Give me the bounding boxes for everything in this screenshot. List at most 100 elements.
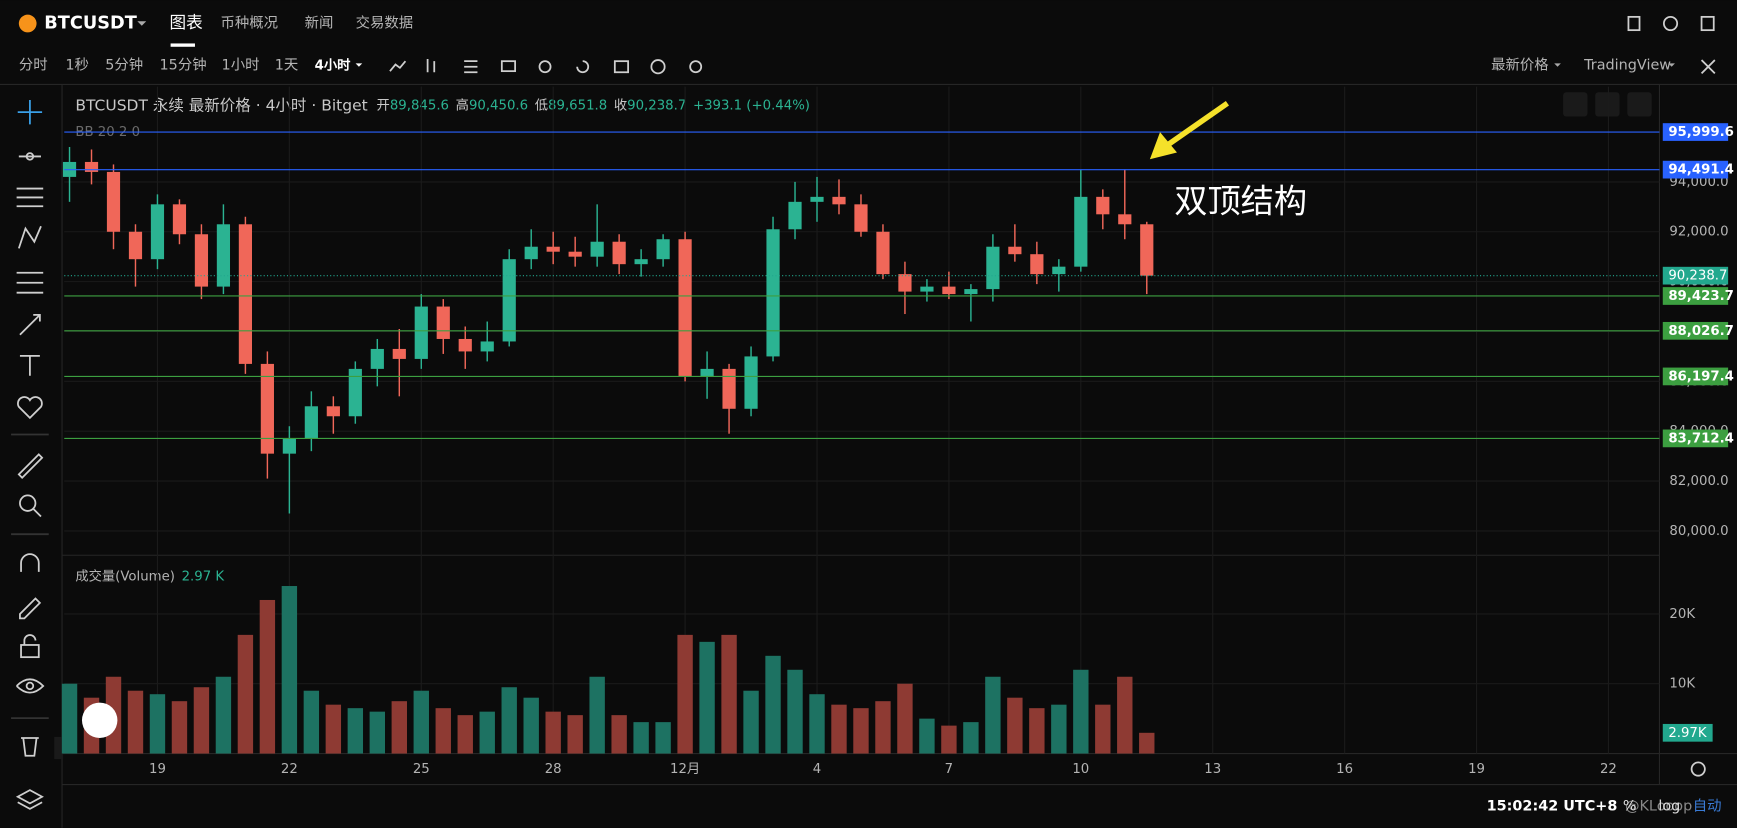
icon[interactable] bbox=[1700, 59, 1716, 74]
candle-body bbox=[392, 348, 406, 359]
candle-body bbox=[1030, 254, 1044, 275]
annotation-arrow bbox=[1149, 100, 1230, 160]
y-tick-label: 80,000.0 bbox=[1669, 524, 1728, 539]
candle-body bbox=[436, 306, 450, 339]
volume-bar bbox=[809, 694, 825, 754]
x-tick-label: 13 bbox=[1204, 762, 1221, 777]
candle-body bbox=[986, 246, 1000, 290]
candle-body bbox=[744, 356, 758, 409]
candle-body bbox=[260, 363, 274, 454]
volume-bar bbox=[611, 715, 627, 754]
tab[interactable]: 交易数据 bbox=[356, 14, 414, 32]
candle-body bbox=[876, 231, 890, 275]
caret bbox=[1668, 63, 1675, 67]
volume-bar bbox=[259, 599, 276, 754]
x-tick-label: 19 bbox=[149, 762, 166, 777]
interval-active[interactable]: 4小时 bbox=[315, 57, 352, 74]
interval[interactable]: 5分钟 bbox=[105, 57, 143, 74]
volume-bar bbox=[1029, 708, 1045, 754]
settings[interactable] bbox=[1690, 761, 1706, 777]
candle-body bbox=[546, 246, 560, 252]
provider[interactable]: TradingView bbox=[1583, 58, 1671, 74]
clock: 15:02:42 UTC+8 bbox=[1487, 799, 1618, 815]
volume-bar bbox=[1073, 669, 1089, 754]
candle-body bbox=[1118, 214, 1132, 225]
candle-body bbox=[238, 224, 252, 364]
auto-toggle[interactable]: 自动 bbox=[1693, 798, 1722, 815]
volume-bar bbox=[699, 641, 715, 754]
x-tick-label: 4 bbox=[813, 762, 821, 777]
candle-body bbox=[612, 241, 626, 265]
candle-body bbox=[150, 204, 165, 260]
candle-body bbox=[326, 406, 340, 417]
tab[interactable]: 币种概况 bbox=[220, 15, 278, 32]
volume-bar bbox=[985, 676, 1001, 754]
candle-body bbox=[370, 348, 384, 369]
volume-bar bbox=[171, 701, 188, 754]
y-tick-label: 82,000.0 bbox=[1669, 474, 1728, 489]
percent-toggle[interactable]: % bbox=[1623, 799, 1637, 815]
chart-legend: BTCUSDT 永续 最新价格 · 4小时 · Bitget 开89,845.6 高… bbox=[75, 96, 810, 114]
candle-body bbox=[282, 438, 296, 454]
volume-bar bbox=[237, 634, 254, 754]
interval[interactable]: 分时 bbox=[19, 57, 48, 74]
volume-bar bbox=[1095, 704, 1111, 754]
watermark: @KLooop bbox=[1625, 799, 1692, 815]
interval[interactable]: 1小时 bbox=[222, 57, 260, 74]
volume-bar bbox=[633, 722, 649, 754]
volume-bar bbox=[787, 669, 803, 754]
drawing-tools[interactable] bbox=[11, 99, 49, 810]
volume-bar bbox=[391, 701, 407, 754]
candle-body bbox=[678, 239, 692, 377]
x-tick-label: 22 bbox=[1600, 762, 1617, 777]
volume-bar bbox=[281, 586, 298, 754]
price-type[interactable]: 最新价格 bbox=[1491, 57, 1549, 74]
volume-badge-label: 2.97K bbox=[1668, 726, 1707, 741]
y-tick-label: 10K bbox=[1669, 677, 1695, 692]
symbol[interactable]: BTCUSDT bbox=[44, 14, 137, 34]
caret bbox=[355, 63, 363, 67]
tool-icons[interactable] bbox=[389, 58, 703, 75]
ohlc-value: 90,450.6 bbox=[469, 98, 528, 113]
volume-value: 2.97 K bbox=[182, 569, 225, 584]
price-badge bbox=[1662, 321, 1729, 340]
volume-bar bbox=[743, 690, 759, 754]
icon[interactable] bbox=[1627, 15, 1641, 32]
icon[interactable] bbox=[1663, 15, 1679, 32]
tab[interactable]: 新闻 bbox=[305, 15, 334, 32]
caret bbox=[137, 21, 147, 26]
x-tick-label: 22 bbox=[281, 762, 298, 777]
ohlc-label: 低 bbox=[535, 97, 548, 113]
candle-body bbox=[1008, 246, 1022, 255]
volume-bar bbox=[1051, 704, 1067, 754]
volume-bar bbox=[875, 701, 891, 754]
volume-legend: 成交量(Volume) 2.97 K bbox=[75, 567, 224, 584]
price-badge-label: 90,238.7 bbox=[1668, 269, 1727, 284]
price-badge bbox=[1662, 123, 1729, 141]
interval[interactable]: 1秒 bbox=[65, 57, 89, 74]
tab[interactable]: 图表 bbox=[169, 13, 203, 32]
log-toggle[interactable]: log bbox=[1658, 799, 1680, 815]
volume-bar bbox=[193, 687, 210, 754]
ohlc-label: 高 bbox=[456, 96, 469, 113]
interval[interactable]: 1天 bbox=[275, 58, 299, 74]
price-badge-label: 83,712.4 bbox=[1668, 431, 1734, 446]
icon[interactable] bbox=[1700, 15, 1715, 32]
collapse[interactable] bbox=[54, 736, 64, 760]
x-tick-label: 25 bbox=[413, 762, 430, 777]
volume-bar bbox=[1139, 732, 1155, 754]
volume-badge bbox=[1662, 723, 1713, 742]
volume-bar bbox=[303, 690, 320, 754]
candle-body bbox=[656, 239, 670, 260]
coin-icon bbox=[18, 14, 37, 33]
ohlc-value: 89,845.6 bbox=[390, 98, 449, 113]
volume-bar bbox=[413, 690, 429, 754]
candle-body bbox=[722, 368, 736, 409]
x-tick-label: 19 bbox=[1468, 762, 1485, 777]
interval[interactable]: 15分钟 bbox=[160, 57, 207, 74]
volume-bar bbox=[655, 722, 671, 754]
candle-body bbox=[788, 201, 802, 230]
volume-bar bbox=[127, 690, 144, 754]
pane-buttons[interactable] bbox=[1563, 92, 1652, 117]
volume-bar bbox=[457, 715, 473, 754]
